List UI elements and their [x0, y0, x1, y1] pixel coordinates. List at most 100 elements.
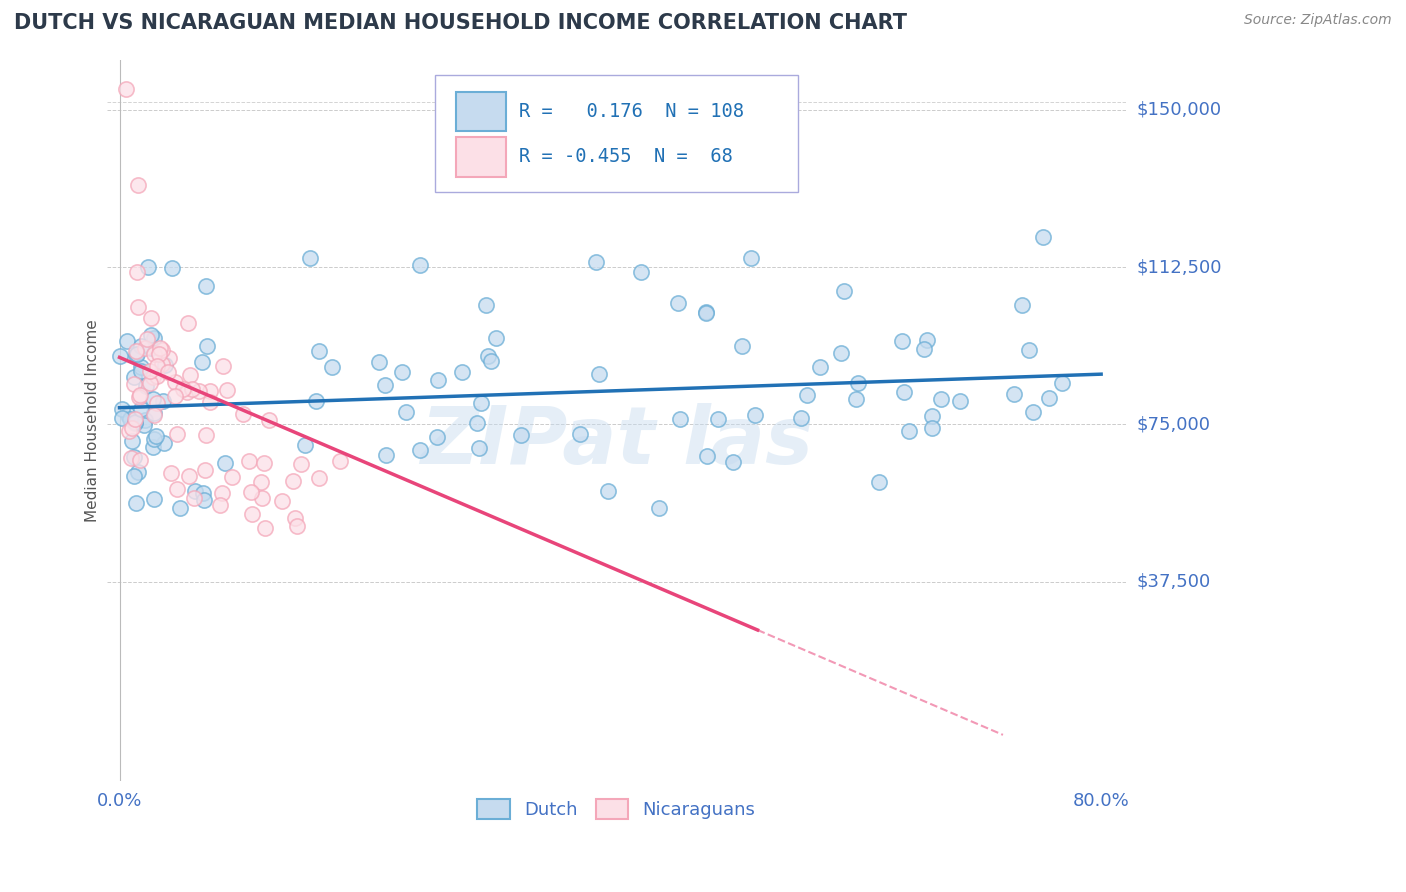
Point	[232, 407, 254, 421]
Point	[194, 463, 217, 477]
Point	[391, 365, 413, 379]
Point	[160, 261, 183, 276]
Point	[308, 344, 330, 359]
Point	[1022, 405, 1045, 419]
Point	[111, 401, 134, 416]
Point	[127, 178, 149, 193]
Point	[321, 359, 343, 374]
Point	[135, 379, 157, 393]
Point	[145, 396, 167, 410]
Point	[845, 392, 868, 406]
Point	[917, 333, 939, 347]
Point	[181, 382, 204, 396]
Text: $75,000: $75,000	[1137, 416, 1211, 434]
Point	[111, 411, 134, 425]
Y-axis label: Median Household Income: Median Household Income	[86, 319, 100, 522]
Point	[139, 311, 162, 326]
Point	[143, 347, 166, 361]
Point	[200, 384, 222, 398]
Point	[150, 343, 173, 358]
Point	[114, 82, 136, 96]
Point	[290, 457, 312, 471]
Point	[128, 387, 150, 401]
Point	[893, 385, 915, 400]
Point	[142, 491, 165, 506]
Point	[157, 365, 180, 379]
Point	[891, 334, 914, 348]
Text: $37,500: $37,500	[1137, 573, 1211, 591]
Point	[191, 354, 214, 368]
Point	[165, 375, 187, 389]
Point	[470, 396, 492, 410]
Point	[195, 278, 218, 293]
Point	[308, 471, 330, 485]
Point	[427, 373, 450, 387]
Point	[329, 453, 352, 467]
Point	[254, 520, 277, 534]
Point	[250, 475, 273, 489]
Point	[281, 474, 304, 488]
Point	[166, 426, 188, 441]
Point	[475, 298, 498, 312]
Point	[588, 367, 610, 381]
Point	[134, 341, 156, 355]
Point	[479, 354, 502, 368]
Point	[707, 412, 730, 426]
Point	[176, 385, 198, 400]
Text: R =   0.176  N = 108: R = 0.176 N = 108	[519, 102, 744, 121]
Point	[395, 405, 418, 419]
Point	[121, 434, 143, 448]
Point	[142, 440, 165, 454]
Point	[695, 304, 717, 318]
Point	[208, 499, 231, 513]
Point	[868, 475, 890, 489]
Point	[195, 339, 218, 353]
Point	[169, 501, 191, 516]
Point	[221, 470, 243, 484]
Point	[118, 424, 141, 438]
Point	[465, 416, 488, 430]
Legend: Dutch, Nicaraguans: Dutch, Nicaraguans	[470, 792, 763, 826]
Text: Source: ZipAtlas.com: Source: ZipAtlas.com	[1244, 13, 1392, 28]
Point	[146, 359, 169, 373]
Point	[830, 345, 852, 359]
Point	[146, 369, 169, 384]
Point	[721, 455, 744, 469]
Point	[568, 427, 591, 442]
Point	[122, 370, 145, 384]
Point	[949, 394, 972, 409]
Point	[467, 441, 489, 455]
Point	[183, 484, 205, 499]
Point	[1038, 391, 1060, 405]
Point	[129, 339, 152, 353]
Point	[121, 421, 143, 435]
Text: $112,500: $112,500	[1137, 258, 1222, 277]
Point	[921, 420, 943, 434]
Point	[139, 364, 162, 378]
Point	[477, 349, 499, 363]
Point	[160, 466, 183, 480]
Point	[630, 265, 652, 279]
Text: $150,000: $150,000	[1137, 101, 1222, 119]
Point	[149, 341, 172, 355]
Point	[450, 365, 472, 379]
Point	[128, 453, 150, 467]
Point	[846, 376, 869, 391]
Point	[1018, 343, 1040, 357]
Point	[139, 376, 162, 391]
Point	[212, 359, 235, 374]
Point	[211, 486, 233, 500]
Point	[368, 355, 391, 369]
Point	[172, 382, 194, 396]
Point	[240, 508, 263, 522]
FancyBboxPatch shape	[436, 76, 797, 192]
Text: R = -0.455  N =  68: R = -0.455 N = 68	[519, 147, 733, 167]
Point	[129, 360, 152, 375]
Point	[139, 328, 162, 343]
Point	[298, 251, 321, 265]
Point	[188, 384, 211, 398]
Point	[125, 343, 148, 358]
Point	[598, 483, 620, 498]
Point	[510, 428, 533, 442]
Point	[125, 496, 148, 510]
